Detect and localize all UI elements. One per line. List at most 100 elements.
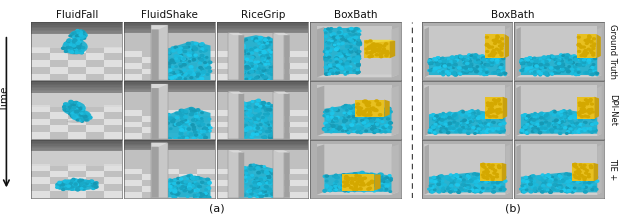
Circle shape — [482, 190, 484, 191]
Circle shape — [179, 78, 182, 79]
Circle shape — [489, 167, 492, 169]
Circle shape — [358, 30, 361, 32]
Circle shape — [72, 107, 76, 109]
Circle shape — [332, 36, 336, 38]
Circle shape — [476, 66, 479, 67]
Circle shape — [470, 64, 473, 66]
Circle shape — [535, 66, 539, 68]
Bar — [197, 180, 215, 186]
Circle shape — [383, 178, 386, 180]
Circle shape — [553, 125, 555, 126]
Circle shape — [369, 108, 372, 110]
Circle shape — [181, 181, 184, 183]
Circle shape — [79, 46, 81, 47]
Circle shape — [364, 105, 367, 107]
Circle shape — [334, 177, 337, 178]
Circle shape — [436, 62, 440, 64]
Circle shape — [335, 47, 339, 49]
Circle shape — [69, 100, 73, 103]
Circle shape — [460, 187, 462, 189]
Circle shape — [240, 64, 243, 66]
Bar — [31, 81, 122, 82]
Circle shape — [77, 113, 81, 115]
Circle shape — [68, 46, 70, 48]
Circle shape — [338, 61, 340, 62]
Circle shape — [271, 121, 273, 123]
Circle shape — [500, 118, 503, 120]
Circle shape — [345, 114, 348, 116]
Circle shape — [188, 47, 191, 49]
Circle shape — [195, 177, 198, 180]
Circle shape — [77, 182, 80, 183]
Circle shape — [353, 34, 355, 36]
Circle shape — [260, 68, 264, 70]
Circle shape — [367, 110, 371, 112]
Circle shape — [266, 108, 269, 110]
Circle shape — [261, 46, 264, 49]
Circle shape — [64, 109, 67, 111]
Circle shape — [375, 54, 378, 56]
Polygon shape — [152, 25, 159, 80]
Circle shape — [336, 68, 339, 70]
Circle shape — [369, 52, 372, 54]
Circle shape — [266, 63, 268, 64]
Text: DPI-Net: DPI-Net — [608, 94, 617, 126]
Circle shape — [529, 119, 531, 120]
Circle shape — [201, 48, 204, 50]
Circle shape — [65, 109, 67, 111]
Circle shape — [440, 180, 444, 182]
Circle shape — [339, 42, 342, 43]
Circle shape — [331, 186, 334, 188]
Circle shape — [342, 183, 346, 185]
Circle shape — [353, 60, 356, 62]
Circle shape — [349, 176, 353, 178]
Circle shape — [194, 116, 196, 117]
Circle shape — [199, 73, 202, 74]
Circle shape — [566, 177, 568, 179]
Circle shape — [355, 50, 357, 51]
Circle shape — [476, 117, 480, 119]
Circle shape — [529, 64, 532, 65]
Circle shape — [345, 119, 348, 121]
Circle shape — [76, 185, 79, 187]
Circle shape — [471, 68, 475, 70]
Circle shape — [368, 111, 372, 113]
Circle shape — [333, 126, 337, 128]
Circle shape — [260, 183, 264, 185]
Circle shape — [364, 113, 367, 114]
Circle shape — [357, 53, 360, 55]
Circle shape — [380, 178, 383, 180]
Circle shape — [485, 181, 488, 183]
Circle shape — [577, 74, 580, 75]
Circle shape — [269, 109, 271, 111]
Circle shape — [69, 187, 73, 189]
Circle shape — [367, 174, 369, 175]
Circle shape — [79, 184, 82, 186]
Circle shape — [492, 39, 495, 41]
Circle shape — [524, 125, 527, 127]
Circle shape — [499, 66, 501, 68]
Circle shape — [261, 57, 264, 59]
Polygon shape — [152, 84, 168, 88]
Bar — [31, 88, 122, 90]
Circle shape — [260, 177, 262, 179]
Circle shape — [191, 124, 194, 126]
Circle shape — [264, 60, 268, 62]
Circle shape — [531, 72, 535, 74]
Circle shape — [243, 77, 247, 80]
Circle shape — [437, 120, 441, 122]
Circle shape — [170, 77, 173, 79]
Circle shape — [202, 46, 207, 49]
Circle shape — [344, 33, 348, 36]
Circle shape — [198, 62, 202, 64]
Circle shape — [195, 120, 197, 121]
Circle shape — [375, 109, 378, 112]
Circle shape — [491, 62, 494, 64]
Circle shape — [476, 125, 479, 127]
Circle shape — [173, 187, 176, 189]
Bar — [124, 88, 215, 89]
Circle shape — [248, 79, 252, 81]
Circle shape — [566, 61, 570, 63]
Circle shape — [93, 183, 97, 185]
Circle shape — [177, 74, 180, 76]
